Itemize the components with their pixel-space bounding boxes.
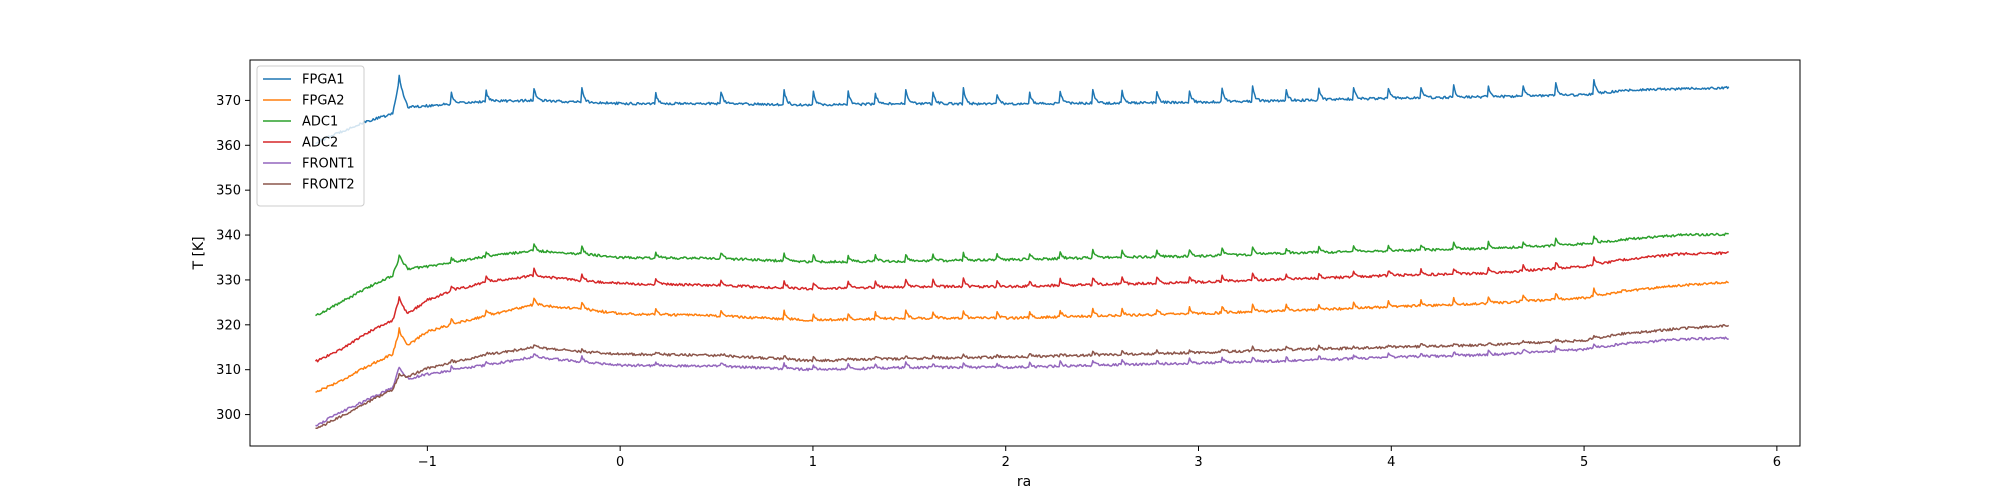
legend-label: FRONT2 bbox=[302, 178, 355, 193]
y-tick-label: 320 bbox=[216, 318, 241, 333]
series-line-front1 bbox=[315, 336, 1729, 427]
y-tick-label: 340 bbox=[216, 229, 241, 244]
x-axis-label: ra bbox=[1017, 474, 1031, 490]
x-tick-label: 2 bbox=[1002, 455, 1010, 470]
series-line-adc2 bbox=[314, 251, 1729, 363]
x-tick-label: 6 bbox=[1773, 455, 1781, 470]
x-tick-label: −1 bbox=[418, 455, 437, 470]
legend-label: ADC1 bbox=[302, 115, 338, 130]
series-lines bbox=[314, 74, 1730, 430]
y-axis-label: T [K] bbox=[191, 236, 207, 270]
legend-label: FRONT1 bbox=[302, 157, 355, 172]
x-tick-label: 1 bbox=[809, 455, 817, 470]
series-line-fpga1 bbox=[315, 74, 1730, 145]
legend-box bbox=[256, 65, 365, 207]
y-tick-label: 310 bbox=[216, 363, 241, 378]
legend-label: FPGA1 bbox=[302, 73, 345, 88]
series-line-adc1 bbox=[315, 232, 1729, 317]
y-axis: 300 310 320 330 340 350 360 370 bbox=[216, 94, 250, 423]
y-tick-label: 370 bbox=[216, 94, 241, 109]
legend-label: ADC2 bbox=[302, 136, 338, 151]
legend-label: FPGA2 bbox=[302, 94, 345, 109]
x-tick-label: 5 bbox=[1580, 455, 1588, 470]
legend: FPGA1 FPGA2 ADC1 ADC2 FRONT1 FRONT2 bbox=[256, 65, 365, 207]
x-tick-label: 4 bbox=[1387, 455, 1395, 470]
x-tick-label: 0 bbox=[616, 455, 624, 470]
series-line-fpga2 bbox=[315, 280, 1729, 393]
y-tick-label: 360 bbox=[216, 139, 241, 154]
series-line-front2 bbox=[315, 324, 1730, 430]
plot-frame bbox=[249, 59, 1801, 447]
y-tick-label: 300 bbox=[216, 408, 241, 423]
x-axis: −1 0 1 2 3 4 5 6 bbox=[418, 446, 1781, 470]
x-tick-label: 3 bbox=[1194, 455, 1202, 470]
y-tick-label: 330 bbox=[216, 273, 241, 288]
y-tick-label: 350 bbox=[216, 184, 241, 199]
